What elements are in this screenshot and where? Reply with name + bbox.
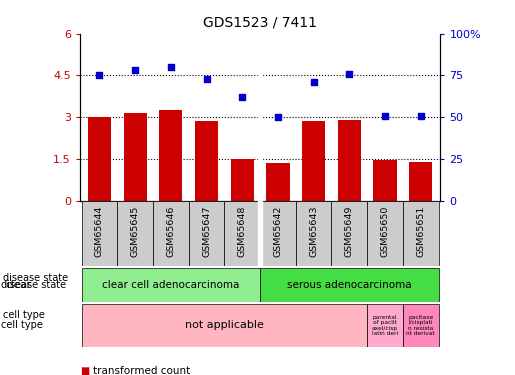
Point (417, 112, 425, 118)
Text: GSM65642: GSM65642 (273, 206, 282, 257)
Text: GSM65651: GSM65651 (416, 206, 425, 257)
Bar (373, 160, 397, 201)
Text: GSM65645: GSM65645 (131, 206, 140, 257)
Bar (81, 201, 117, 266)
Text: disease state: disease state (1, 280, 66, 290)
Bar (338, 120, 361, 201)
Text: GSM65643: GSM65643 (309, 206, 318, 257)
Point (202, 76, 211, 82)
Bar (81, 304, 367, 347)
Bar (302, 122, 325, 201)
Point (238, 94, 246, 100)
Bar (409, 162, 432, 201)
Bar (117, 201, 153, 266)
Text: transformed count: transformed count (93, 366, 190, 375)
Bar (81, 268, 260, 302)
Text: cell type: cell type (3, 310, 44, 320)
Text: clear: clear (5, 280, 31, 290)
Bar (266, 163, 289, 201)
Bar (367, 201, 403, 266)
Bar (403, 304, 439, 347)
Bar (225, 201, 260, 266)
Bar (88, 117, 111, 201)
Text: GSM65649: GSM65649 (345, 206, 354, 257)
Bar (296, 201, 332, 266)
Bar (260, 201, 296, 266)
Text: ■: ■ (80, 366, 89, 375)
Bar (195, 122, 218, 201)
Point (95, 72, 104, 78)
Text: GSM65647: GSM65647 (202, 206, 211, 257)
Bar (124, 113, 147, 201)
Bar (259, 201, 262, 266)
Bar (159, 110, 182, 201)
Text: GSM65646: GSM65646 (166, 206, 175, 257)
Text: GSM65650: GSM65650 (381, 206, 389, 257)
Bar (188, 201, 225, 266)
Text: disease state: disease state (3, 273, 67, 283)
Point (167, 64, 175, 70)
Point (274, 114, 282, 120)
Bar (259, 34, 262, 201)
Bar (153, 201, 188, 266)
Text: cell type: cell type (1, 320, 43, 330)
Point (310, 79, 318, 85)
Point (345, 71, 353, 77)
Bar (367, 304, 403, 347)
Text: GSM65644: GSM65644 (95, 206, 104, 257)
Text: pacltaxe
l/cisplati
n resista
nt derivat: pacltaxe l/cisplati n resista nt derivat (406, 315, 435, 336)
Bar (403, 201, 439, 266)
Bar (231, 159, 254, 201)
Text: parental
of paclit
axel/cisp
latin deri: parental of paclit axel/cisp latin deri (372, 315, 398, 336)
Point (131, 68, 139, 74)
Bar (332, 201, 367, 266)
Text: clear cell adenocarcinoma: clear cell adenocarcinoma (102, 280, 239, 290)
Bar (260, 268, 439, 302)
Title: GDS1523 / 7411: GDS1523 / 7411 (203, 16, 317, 30)
Text: GSM65648: GSM65648 (238, 206, 247, 257)
Text: serous adenocarcinoma: serous adenocarcinoma (287, 280, 411, 290)
Text: not applicable: not applicable (185, 320, 264, 330)
Point (381, 112, 389, 118)
